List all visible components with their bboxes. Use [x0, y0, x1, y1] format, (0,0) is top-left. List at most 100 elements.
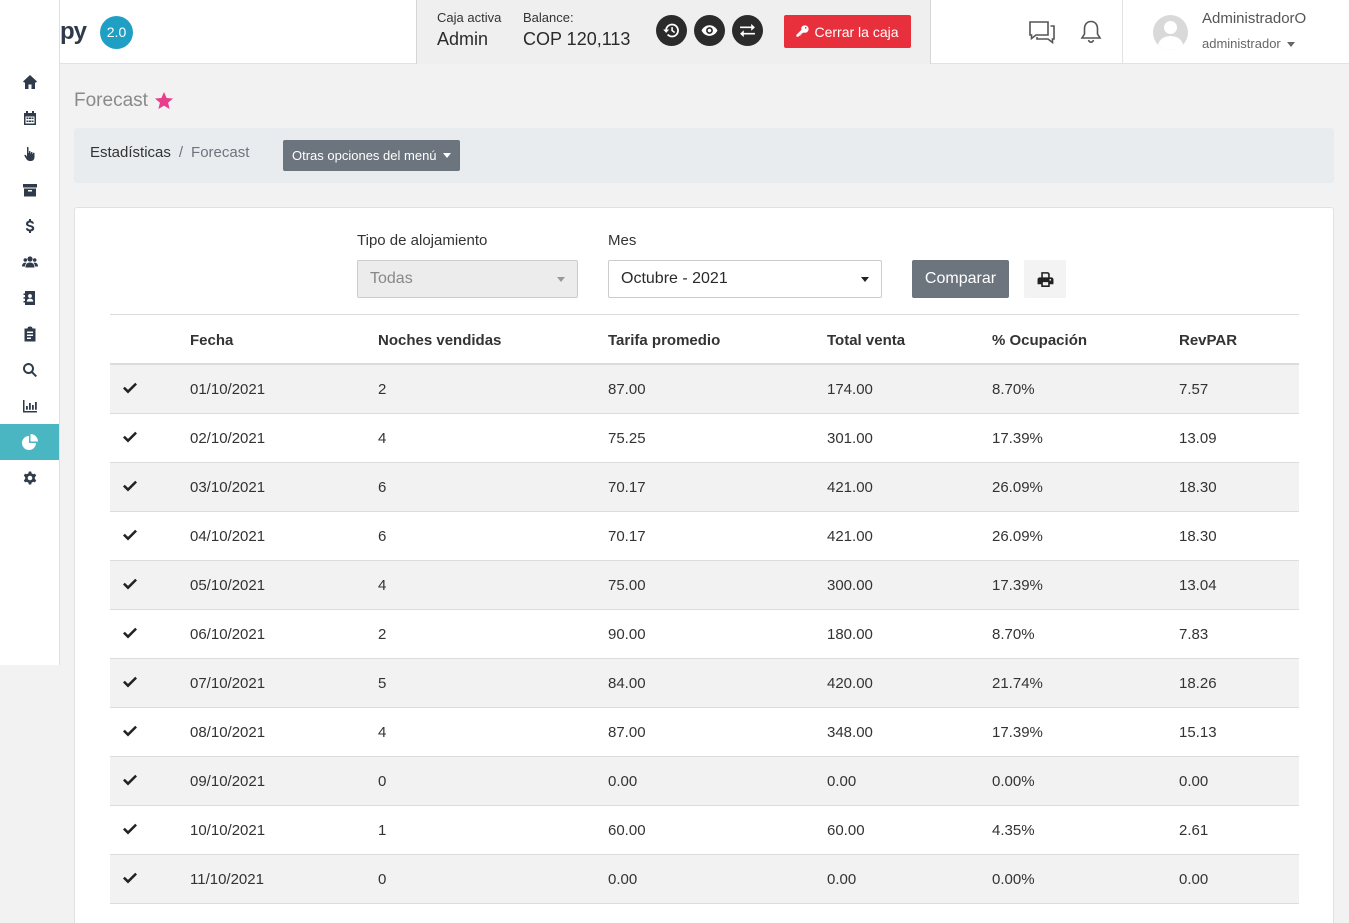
table-row[interactable]: 04/10/2021 6 70.17 421.00 26.09% 18.30 [110, 512, 1299, 561]
nights-cell: 5 [378, 675, 387, 692]
table-row[interactable]: 02/10/2021 4 75.25 301.00 17.39% 13.09 [110, 414, 1299, 463]
other-options-dropdown[interactable]: Otras opciones del menú [283, 140, 460, 171]
pointer-hand-icon [23, 146, 34, 161]
avg-rate-cell: 0.00 [608, 871, 638, 888]
checkmark-icon [122, 381, 138, 400]
sidebar [0, 0, 60, 923]
nights-cell: 6 [378, 479, 387, 496]
table-row[interactable]: 05/10/2021 4 75.00 300.00 17.39% 13.04 [110, 561, 1299, 610]
search-icon [22, 363, 37, 378]
sidebar-item-calendar[interactable] [0, 100, 59, 136]
users-icon [21, 256, 38, 268]
date-cell: 04/10/2021 [190, 528, 266, 545]
column-header-avg-rate[interactable]: Tarifa promedio [608, 332, 721, 349]
view-button[interactable] [694, 15, 725, 46]
column-header-revpar[interactable]: RevPAR [1179, 332, 1238, 349]
column-header-nights[interactable]: Noches vendidas [378, 332, 502, 349]
date-cell: 09/10/2021 [190, 773, 266, 790]
sidebar-item-pointer[interactable] [0, 136, 59, 172]
sidebar-item-statistics[interactable] [0, 424, 59, 460]
sidebar-item-reports[interactable] [0, 388, 59, 424]
nights-cell: 4 [378, 577, 387, 594]
table-row[interactable]: 03/10/2021 6 70.17 421.00 26.09% 18.30 [110, 463, 1299, 512]
total-sales-cell: 421.00 [827, 479, 873, 496]
sidebar-item-clipboard[interactable] [0, 316, 59, 352]
breadcrumb-parent[interactable]: Estadísticas [90, 144, 171, 161]
nights-cell: 2 [378, 626, 387, 643]
occupancy-cell: 8.70% [992, 381, 1035, 398]
sidebar-item-archive[interactable] [0, 172, 59, 208]
balance: Balance: COP 120,113 [523, 10, 630, 50]
nights-cell: 1 [378, 822, 387, 839]
nights-cell: 4 [378, 430, 387, 447]
column-header-date[interactable]: Fecha [190, 332, 234, 349]
total-sales-cell: 300.00 [827, 577, 873, 594]
avg-rate-cell: 70.17 [608, 528, 646, 545]
table-row[interactable]: 07/10/2021 5 84.00 420.00 21.74% 18.26 [110, 659, 1299, 708]
breadcrumb: Estadísticas / Forecast Otras opciones del… [74, 128, 1334, 183]
star-icon[interactable] [154, 91, 174, 111]
forecast-card: Tipo de alojamiento Todas Mes Octubre - … [74, 207, 1334, 923]
table-row[interactable]: 01/10/2021 2 87.00 174.00 8.70% 7.57 [110, 365, 1299, 414]
checkmark-icon [122, 773, 138, 792]
column-header-occupancy[interactable]: % Ocupación [992, 332, 1088, 349]
checkmark-icon [122, 479, 138, 498]
column-header-total-sales[interactable]: Total venta [827, 332, 906, 349]
table-row[interactable]: 10/10/2021 1 60.00 60.00 4.35% 2.61 [110, 806, 1299, 855]
table-row[interactable]: 06/10/2021 2 90.00 180.00 8.70% 7.83 [110, 610, 1299, 659]
nights-cell: 0 [378, 871, 387, 888]
breadcrumb-trail: Estadísticas / Forecast [90, 144, 249, 161]
printer-icon [1037, 271, 1053, 287]
compare-button[interactable]: Comparar [912, 260, 1009, 298]
avg-rate-cell: 87.00 [608, 381, 646, 398]
checkmark-icon [122, 430, 138, 449]
transfer-button[interactable] [732, 15, 763, 46]
revpar-cell: 7.57 [1179, 381, 1209, 398]
nights-cell: 0 [378, 773, 387, 790]
nights-cell: 2 [378, 381, 387, 398]
revpar-cell: 0.00 [1179, 871, 1209, 888]
avg-rate-cell: 75.25 [608, 430, 646, 447]
messages-button[interactable] [1028, 19, 1056, 50]
page-title-text: Forecast [74, 90, 148, 111]
month-select[interactable]: Octubre - 2021 [608, 260, 882, 298]
sidebar-item-search[interactable] [0, 352, 59, 388]
occupancy-cell: 8.70% [992, 626, 1035, 643]
user-role-dropdown[interactable]: administrador [1202, 36, 1295, 51]
sidebar-item-users[interactable] [0, 244, 59, 280]
table-row[interactable]: 08/10/2021 4 87.00 348.00 17.39% 15.13 [110, 708, 1299, 757]
print-button[interactable] [1024, 260, 1066, 298]
table-row[interactable]: 11/10/2021 0 0.00 0.00 0.00% 0.00 [110, 855, 1299, 904]
archive-icon [22, 184, 37, 197]
avg-rate-cell: 75.00 [608, 577, 646, 594]
table-row[interactable]: 09/10/2021 0 0.00 0.00 0.00% 0.00 [110, 757, 1299, 806]
history-button[interactable] [656, 15, 687, 46]
header-divider [1122, 0, 1123, 64]
sidebar-item-contacts[interactable] [0, 280, 59, 316]
accommodation-type-select[interactable]: Todas [357, 260, 578, 298]
gear-icon [23, 471, 36, 485]
revpar-cell: 7.83 [1179, 626, 1209, 643]
notifications-button[interactable] [1078, 19, 1106, 50]
avatar [1153, 15, 1188, 50]
avg-rate-cell: 70.17 [608, 479, 646, 496]
sidebar-item-home[interactable] [0, 64, 59, 100]
occupancy-cell: 21.74% [992, 675, 1043, 692]
revpar-cell: 15.13 [1179, 724, 1217, 741]
total-sales-cell: 420.00 [827, 675, 873, 692]
close-register-button[interactable]: Cerrar la caja [784, 15, 911, 48]
home-icon [22, 75, 37, 89]
dollar-icon [25, 219, 34, 233]
brand[interactable]: py 2.0 [60, 14, 133, 50]
breadcrumb-current: Forecast [191, 144, 250, 161]
total-sales-cell: 174.00 [827, 381, 873, 398]
calendar-icon [23, 111, 36, 125]
revpar-cell: 18.26 [1179, 675, 1217, 692]
avg-rate-cell: 60.00 [608, 822, 646, 839]
sidebar-item-settings[interactable] [0, 460, 59, 496]
close-register-label: Cerrar la caja [814, 23, 899, 40]
other-options-label: Otras opciones del menú [292, 148, 437, 163]
sidebar-item-finance[interactable] [0, 208, 59, 244]
revpar-cell: 13.04 [1179, 577, 1217, 594]
sidebar-top [0, 0, 59, 64]
